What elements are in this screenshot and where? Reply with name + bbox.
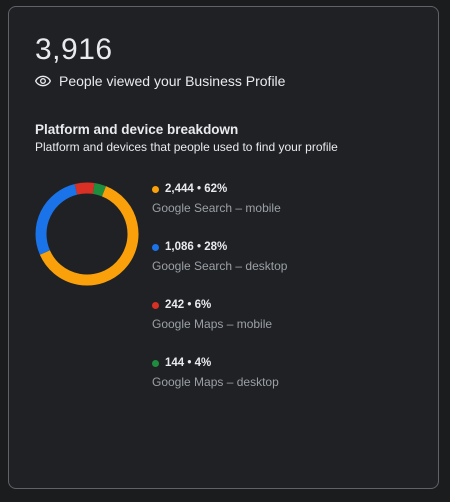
eye-icon — [35, 75, 51, 87]
views-label: People viewed your Business Profile — [59, 73, 286, 89]
legend-dot — [152, 243, 159, 251]
legend-item-search-desktop: 1,086 • 28% Google Search – desktop — [152, 239, 432, 297]
chart-legend: 2,444 • 62% Google Search – mobile 1,086… — [152, 181, 432, 413]
performance-card: 3,916 People viewed your Business Profil… — [8, 6, 439, 489]
donut-segment-search-desktop — [35, 184, 78, 255]
section-subtitle: Platform and devices that people used to… — [35, 140, 338, 154]
legend-label: Google Search – mobile — [152, 201, 281, 215]
legend-item-maps-desktop: 144 • 4% Google Maps – desktop — [152, 355, 432, 413]
legend-value: 1,086 • 28% — [165, 241, 228, 253]
legend-value: 2,444 • 62% — [165, 183, 228, 195]
legend-label: Google Maps – desktop — [152, 375, 279, 389]
legend-dot — [152, 359, 159, 367]
total-views: 3,916 — [35, 33, 113, 66]
legend-label: Google Maps – mobile — [152, 317, 273, 331]
donut-segment-maps-desktop — [92, 183, 106, 197]
legend-dot — [152, 185, 159, 193]
legend-item-maps-mobile: 242 • 6% Google Maps – mobile — [152, 297, 432, 355]
legend-dot — [152, 301, 159, 309]
donut-chart — [35, 182, 139, 286]
views-row: People viewed your Business Profile — [35, 73, 285, 89]
donut-segment-maps-mobile — [74, 182, 95, 195]
donut-segment-search-mobile — [39, 186, 139, 286]
legend-item-search-mobile: 2,444 • 62% Google Search – mobile — [152, 181, 432, 239]
legend-label: Google Search – desktop — [152, 259, 288, 273]
legend-value: 242 • 6% — [165, 299, 212, 311]
section-title: Platform and device breakdown — [35, 122, 239, 137]
legend-value: 144 • 4% — [165, 357, 212, 369]
